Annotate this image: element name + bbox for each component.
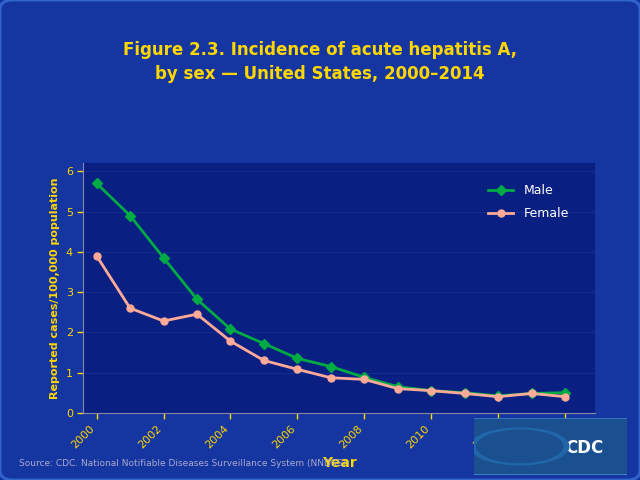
Male [126,213,134,218]
Male [494,393,502,399]
Female [227,338,234,344]
Circle shape [477,430,563,463]
Male [561,390,569,396]
Text: Figure 2.3. Incidence of acute hepatitis A,: Figure 2.3. Incidence of acute hepatitis… [123,41,517,60]
Male [327,364,335,370]
Line: Female: Female [93,252,568,400]
Male [260,341,268,347]
Male [294,356,301,361]
Female [93,253,100,259]
Female [159,318,167,324]
Female [126,305,134,311]
Female [360,376,368,382]
Male [93,180,100,186]
Male [394,384,402,389]
Y-axis label: Reported cases/100,000 population: Reported cases/100,000 population [50,177,60,399]
Female [461,391,468,396]
Circle shape [470,428,569,465]
Female [260,358,268,363]
Female [561,394,569,399]
Line: Male: Male [93,180,568,399]
Male [461,390,468,396]
Text: by sex — United States, 2000–2014: by sex — United States, 2000–2014 [155,65,485,84]
Male [360,374,368,380]
Text: Source: CDC. National Notifiable Diseases Surveillance System (NNDSS): Source: CDC. National Notifiable Disease… [19,459,346,468]
FancyBboxPatch shape [469,418,632,475]
Female [294,366,301,372]
Male [428,388,435,394]
Female [193,312,201,317]
Male [528,391,536,396]
X-axis label: Year: Year [322,456,356,470]
Female [528,391,536,396]
Female [327,375,335,381]
Female [494,394,502,399]
Female [394,386,402,392]
Male [193,296,201,302]
Legend: Male, Female: Male, Female [478,174,579,230]
Male [159,255,167,261]
Text: CDC: CDC [565,439,604,456]
Female [428,388,435,394]
Male [227,326,234,332]
